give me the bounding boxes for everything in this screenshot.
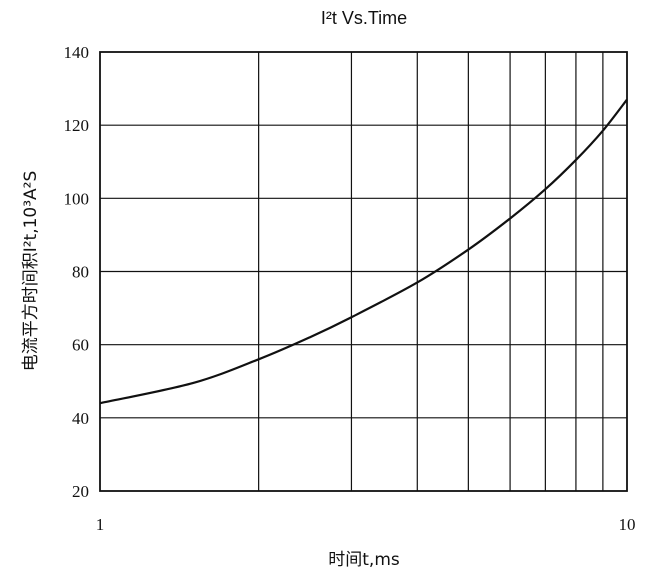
- tick-labels: 20 40 60 80 100 120 140 1 10: [64, 43, 636, 534]
- y-tick-label-60: 60: [72, 336, 89, 355]
- chart-title: I²t Vs.Time: [321, 8, 407, 28]
- x-tick-label-1: 1: [96, 515, 105, 534]
- y-tick-label-100: 100: [64, 189, 90, 208]
- y-tick-label-40: 40: [72, 409, 89, 428]
- y-tick-label-80: 80: [72, 263, 89, 282]
- plot-frame: [99, 51, 628, 492]
- y-tick-label-120: 120: [64, 116, 90, 135]
- grid-lines: [100, 52, 627, 491]
- x-axis-label: 时间t,ms: [328, 550, 400, 570]
- x-tick-label-10: 10: [619, 515, 636, 534]
- curve-layer: [99, 98, 628, 405]
- i2t-curve-0: [99, 98, 628, 405]
- y-tick-label-20: 20: [72, 482, 89, 501]
- y-tick-label-140: 140: [64, 43, 90, 62]
- y-axis-label: 电流平方时间积I²t,10³A²S: [21, 171, 41, 372]
